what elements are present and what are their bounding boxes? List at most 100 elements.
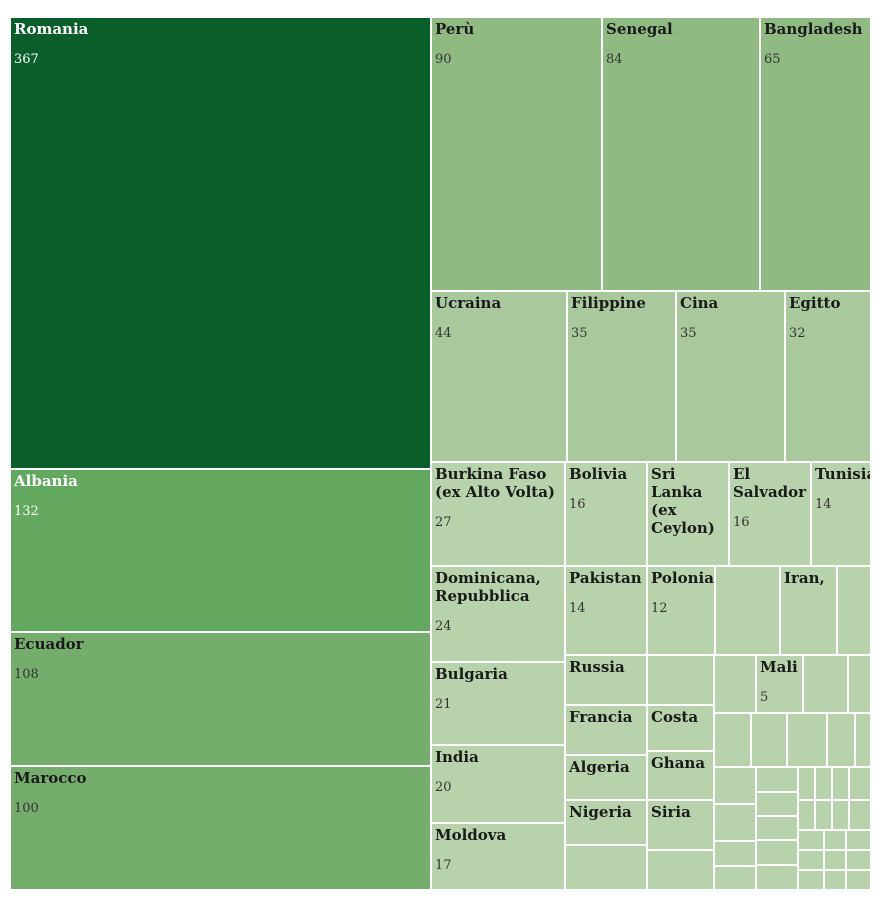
treemap-tile-small [824, 870, 846, 890]
treemap-tile: Bulgaria 21 [431, 662, 565, 745]
tile-value: 132 [14, 504, 39, 519]
tile-value: 20 [435, 780, 452, 795]
treemap-tile: Francia [565, 705, 647, 755]
treemap-tile-small [756, 767, 798, 792]
treemap-tile-small [815, 800, 832, 830]
tile-value: 14 [569, 601, 586, 616]
tile-label: Costa [651, 708, 699, 726]
tile-value: 35 [571, 326, 588, 341]
treemap-tile: Algeria [565, 755, 647, 800]
treemap-tile: Ecuador 108 [10, 632, 431, 766]
treemap-tile-small [815, 767, 832, 800]
tile-value: 108 [14, 667, 39, 682]
treemap-tile-small [832, 800, 849, 830]
tile-label: Senegal [606, 20, 673, 38]
treemap-tile-small [849, 767, 871, 800]
tile-value: 90 [435, 52, 452, 67]
treemap-tile: Egitto 32 [785, 291, 871, 462]
treemap-tile-small [756, 816, 798, 840]
treemap-tile-small [803, 655, 848, 713]
treemap-tile: Perù 90 [431, 17, 602, 291]
treemap-tile-small [751, 713, 787, 767]
tile-label: Nigeria [569, 803, 632, 821]
treemap-tile [837, 566, 871, 655]
tile-value: 24 [435, 619, 452, 634]
treemap-tile: Sri Lanka (ex Ceylon) [647, 462, 729, 566]
treemap-tile-small [832, 767, 849, 800]
tile-label: Dominicana, Repubblica [435, 569, 541, 605]
tile-value: 65 [764, 52, 781, 67]
tile-label: Tunisia [815, 465, 871, 483]
treemap-tile: India 20 [431, 745, 565, 823]
tile-label: Bulgaria [435, 665, 508, 683]
treemap-tile: Romania 367 [10, 17, 431, 469]
treemap-tile-small [714, 841, 756, 866]
treemap-tile-small [846, 870, 871, 890]
treemap-tile-small [787, 713, 827, 767]
tile-value: 12 [651, 601, 668, 616]
tile-label: Burkina Faso (ex Alto Volta) [435, 465, 556, 501]
tile-label: Ucraina [435, 294, 502, 312]
treemap-tile: Polonia 12 [647, 566, 715, 655]
tile-label: Albania [14, 472, 78, 490]
treemap-tile-small [714, 655, 756, 713]
tile-value: 16 [733, 515, 750, 530]
treemap-tile: Bangladesh 65 [760, 17, 871, 291]
treemap-tile-small [846, 850, 871, 870]
tile-value: 16 [569, 497, 586, 512]
tile-value: 17 [435, 858, 452, 873]
treemap-tile: Marocco 100 [10, 766, 431, 890]
treemap-tile: El Salvador 16 [729, 462, 811, 566]
treemap-tile-small [714, 713, 751, 767]
treemap-tile-small [855, 713, 871, 767]
treemap-tile [715, 566, 780, 655]
treemap-tile-small [798, 767, 815, 800]
treemap-tile-small [714, 866, 756, 890]
tile-label: Moldova [435, 826, 507, 844]
tile-label: Ecuador [14, 635, 84, 653]
tile-value: 44 [435, 326, 452, 341]
treemap-tile: Costa [647, 705, 714, 751]
treemap-tile-small [798, 830, 824, 850]
tile-value: 367 [14, 52, 39, 67]
treemap-tile [647, 655, 714, 705]
treemap-tile: Filippine 35 [567, 291, 676, 462]
treemap-tile-small [824, 830, 846, 850]
treemap-tile-small [849, 800, 871, 830]
tile-label: Siria [651, 803, 691, 821]
treemap-tile: Cina 35 [676, 291, 785, 462]
treemap-tile: Tunisia 14 [811, 462, 871, 566]
treemap-tile: Senegal 84 [602, 17, 760, 291]
treemap-tile: Ucraina 44 [431, 291, 567, 462]
treemap-tile-small [824, 850, 846, 870]
treemap-tile: Siria [647, 800, 714, 850]
tile-value: 27 [435, 515, 452, 530]
tile-value: 5 [760, 690, 769, 705]
treemap-tile-small [827, 713, 855, 767]
treemap-tile: Burkina Faso (ex Alto Volta) 27 [431, 462, 565, 566]
tile-label: Perù [435, 20, 475, 38]
treemap-tile-small [647, 850, 714, 890]
tile-label: Sri Lanka (ex Ceylon) [651, 465, 715, 537]
treemap-tile: Bolivia 16 [565, 462, 647, 566]
tile-label: Algeria [569, 758, 630, 776]
tile-label: India [435, 748, 479, 766]
tile-label: Russia [569, 658, 625, 676]
treemap-tile: Mali 5 [756, 655, 803, 713]
treemap-tile: Russia [565, 655, 647, 705]
tile-value: 84 [606, 52, 623, 67]
treemap-tile-small [798, 800, 815, 830]
tile-value: 100 [14, 801, 39, 816]
tile-label: Pakistan [569, 569, 642, 587]
tile-label: El Salvador [733, 465, 807, 501]
tile-label: Marocco [14, 769, 87, 787]
tile-label: Romania [14, 20, 89, 38]
treemap-tile-small [756, 865, 798, 890]
tile-label: Cina [680, 294, 719, 312]
treemap-tile: Dominicana, Repubblica 24 [431, 566, 565, 662]
treemap-tile: Nigeria [565, 800, 647, 845]
treemap-tile-small [846, 830, 871, 850]
tile-label: Mali [760, 658, 798, 676]
tile-value: 32 [789, 326, 806, 341]
